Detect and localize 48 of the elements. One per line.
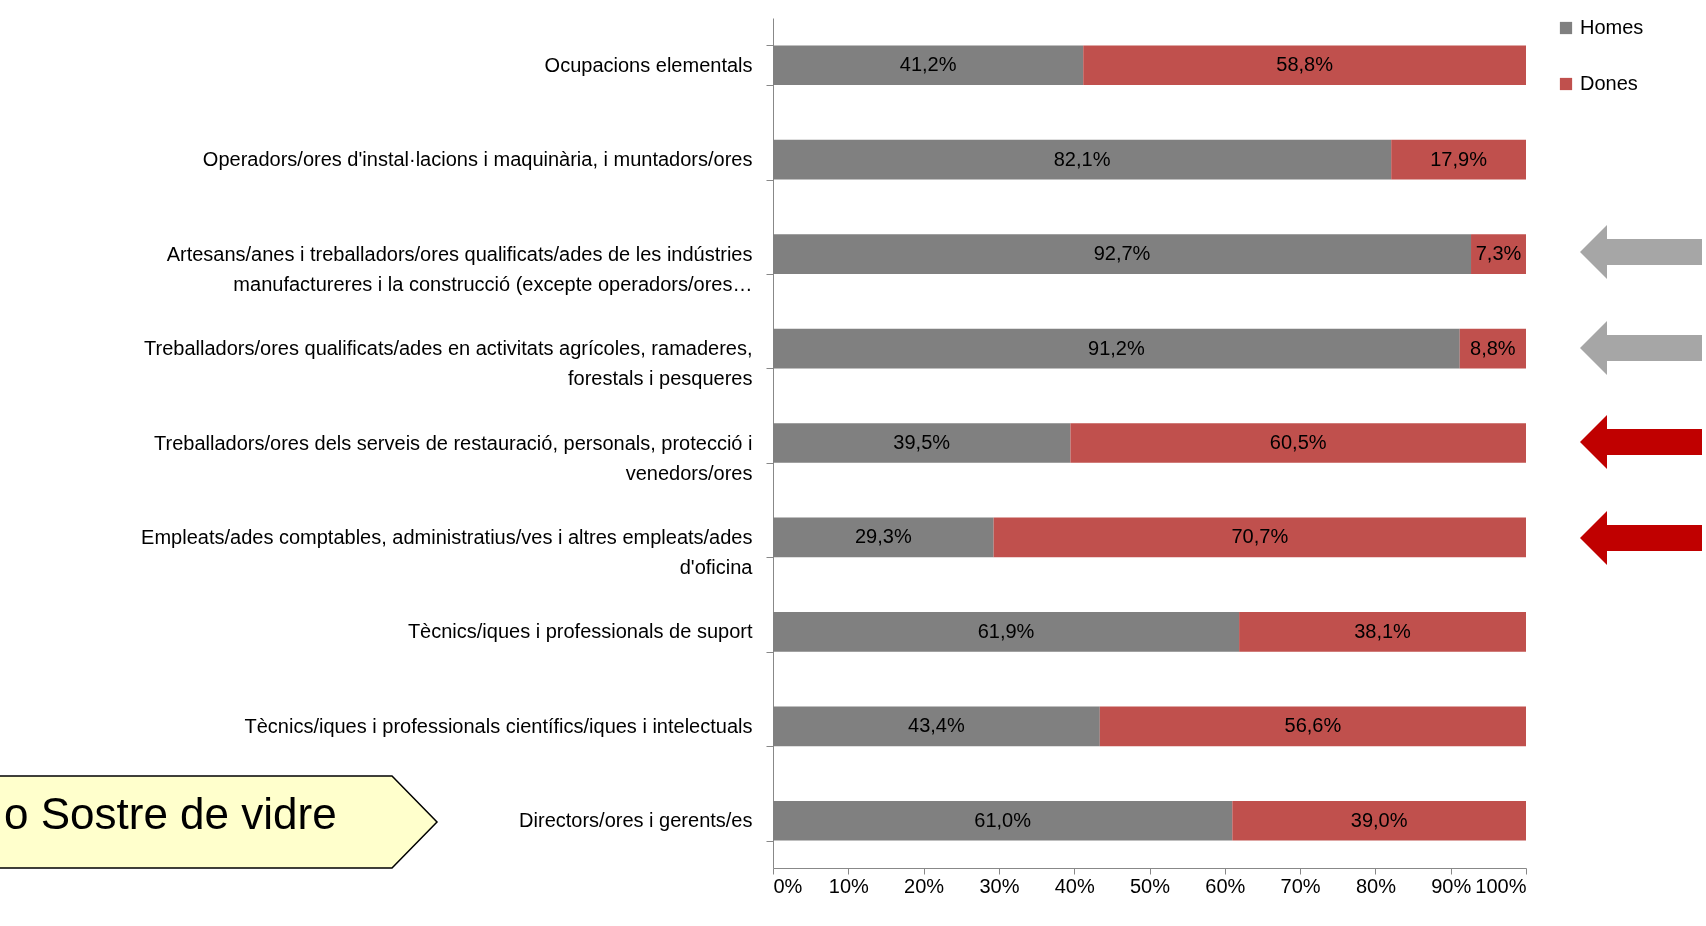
x-tick-label: 70% xyxy=(1280,874,1321,897)
x-tick-label: 40% xyxy=(1054,874,1095,897)
x-tick-label: 0% xyxy=(773,874,803,897)
data-label: 91,2% xyxy=(1088,336,1145,359)
bar xyxy=(993,517,1526,558)
data-label: 7,3% xyxy=(1475,242,1522,265)
y-tick-label: Operadors/ores d'instal·lacions i maquinària, i muntadors/ores xyxy=(202,148,753,171)
data-label: 29,3% xyxy=(854,525,912,548)
bar xyxy=(1070,423,1526,463)
text: o Sostre de vidre xyxy=(4,789,337,839)
bar xyxy=(1239,612,1526,652)
y-tick-label: Artesans/anes i treballadors/ores qualificats/ades de les indústries manufactureres i la construcció (excepte operadors/ores… xyxy=(166,242,753,295)
x-tick-label: 60% xyxy=(1205,874,1246,897)
x-tick-label: 80% xyxy=(1355,874,1397,897)
data-label: 17,9% xyxy=(1430,147,1488,170)
bar xyxy=(1232,800,1526,841)
legend-label: Dones xyxy=(1580,72,1638,94)
data-label: 60,5% xyxy=(1269,431,1327,453)
bar xyxy=(1391,139,1526,180)
legend-label: Homes xyxy=(1580,16,1644,38)
x-tick-label: 20% xyxy=(904,874,945,897)
y-tick-label: Directors/ores i gerents/es xyxy=(519,809,753,832)
data-label: 56,6% xyxy=(1284,714,1342,737)
data-label: 61,0% xyxy=(974,808,1032,831)
bar xyxy=(1083,45,1526,86)
bar xyxy=(1099,706,1526,747)
data-label: 39,5% xyxy=(893,431,951,453)
data-label: 41,2% xyxy=(899,53,957,76)
x-tick-label: 10% xyxy=(828,874,870,897)
x-tick-label: 30% xyxy=(979,874,1020,897)
x-tick-label: 100% xyxy=(1475,874,1527,897)
x-tick-label: 90% xyxy=(1431,874,1472,897)
data-label: 70,7% xyxy=(1231,525,1289,548)
x-tick-label: 50% xyxy=(1129,874,1171,897)
y-tick-label: Tècnics/iques i professionals de suport xyxy=(407,620,753,643)
y-tick-label: Tècnics/iques i professionals científics/iques i intelectuals xyxy=(244,714,753,737)
y-tick-label: Treballadors/ores qualificats/ades en activitats agrícoles, ramaderes, forestals i pesqueres xyxy=(144,337,753,390)
data-label: 58,8% xyxy=(1276,53,1334,76)
data-label: 61,9% xyxy=(977,619,1035,642)
data-label: 38,1% xyxy=(1354,619,1412,642)
y-tick-label: Ocupacions elementals xyxy=(544,53,753,76)
data-label: 82,1% xyxy=(1053,147,1111,170)
y-tick-label: Treballadors/ores dels serveis de restauració, personals, protecció i venedors/ores xyxy=(154,431,753,484)
data-label: 92,7% xyxy=(1093,242,1151,265)
data-label: 43,4% xyxy=(908,714,965,737)
data-label: 39,0% xyxy=(1350,808,1408,831)
y-tick-label: Empleats/ades comptables, administratius/ves i altres empleats/ades d'oficina xyxy=(141,525,754,578)
data-label: 8,8% xyxy=(1470,336,1516,359)
